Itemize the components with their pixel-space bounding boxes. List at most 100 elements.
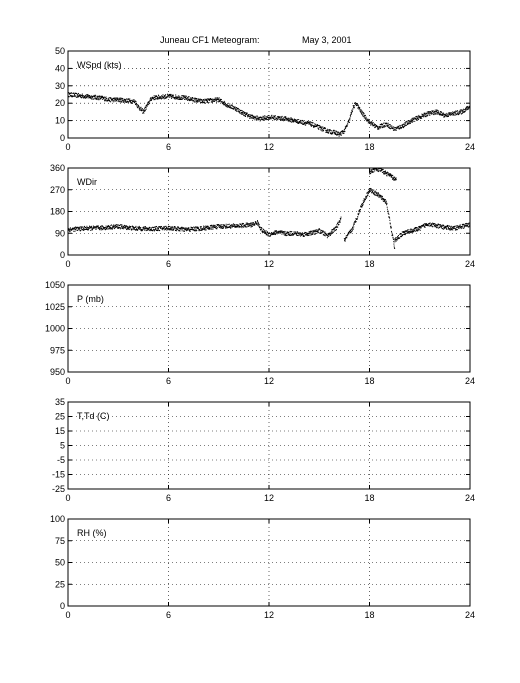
data-point [107,225,109,227]
data-point [189,228,191,230]
data-point [394,239,396,241]
data-point [452,111,454,113]
data-point [264,231,266,233]
data-point [457,225,459,227]
data-point [459,224,461,226]
data-point [419,115,421,117]
data-point [415,117,417,119]
data-point [333,129,335,131]
data-point [74,226,76,228]
data-point [425,112,427,114]
data-point [308,231,310,233]
data-point [425,113,427,115]
data-point [287,234,289,236]
data-point [110,101,112,103]
data-point [256,118,258,120]
data-point [221,100,223,102]
data-point [449,225,451,227]
data-point [390,128,392,130]
data-point [249,117,251,119]
data-point [345,126,347,128]
data-point [463,111,465,113]
data-point [135,228,137,230]
data-point [363,200,365,202]
data-point [183,230,185,232]
data-point [389,175,391,177]
data-point [206,227,208,229]
data-point [443,226,445,228]
data-point [170,95,172,97]
data-point [183,95,185,97]
data-point [391,125,393,127]
data-point [456,229,458,231]
data-point [93,98,95,100]
data-point [287,233,289,235]
data-point [424,114,426,116]
data-point [134,229,136,231]
data-point [368,192,370,194]
data-point [230,226,232,228]
data-point [172,94,174,96]
data-point [172,227,174,229]
data-point [116,99,118,101]
data-point [273,119,275,121]
data-point [302,233,304,235]
data-point [394,248,396,250]
data-point [317,127,319,129]
data-point [415,230,417,232]
data-point [377,192,379,194]
data-point [403,232,405,234]
data-point [297,122,299,124]
data-point [305,121,307,123]
data-point [210,227,212,229]
data-point [434,111,436,113]
data-point [136,103,138,105]
data-point [379,123,381,125]
data-point [218,101,220,103]
data-point [157,229,159,231]
data-point [295,232,297,234]
data-point [365,118,367,120]
data-point [119,99,121,101]
data-point [181,96,183,98]
data-point [256,223,258,225]
data-point [67,230,69,232]
data-point [158,95,160,97]
data-point [298,119,300,121]
data-point [85,228,87,230]
data-point [397,237,399,239]
data-point [86,95,88,97]
data-point [458,226,460,228]
data-point [313,231,315,233]
data-point [347,232,349,234]
data-point [385,204,387,206]
data-point [264,230,266,232]
data-point [341,131,343,133]
data-point [162,95,164,97]
data-point [277,119,279,121]
data-point [402,235,404,237]
data-point [448,225,450,227]
data-point [412,117,414,119]
data-point [330,231,332,233]
data-point [367,193,369,195]
data-point [245,115,247,117]
data-point [372,172,374,174]
data-point [391,175,393,177]
data-point [234,224,236,226]
data-point [395,239,397,241]
data-point [154,226,156,228]
data-point [224,104,226,106]
data-point [336,131,338,133]
data-point [296,122,298,124]
data-point [146,104,148,106]
data-point [151,98,153,100]
data-point [348,233,350,235]
data-point [120,101,122,103]
data-point [204,226,206,228]
data-point [69,229,71,231]
data-point [421,113,423,115]
data-point [101,95,103,97]
data-point [412,230,414,232]
title-date: May 3, 2001 [302,35,352,45]
